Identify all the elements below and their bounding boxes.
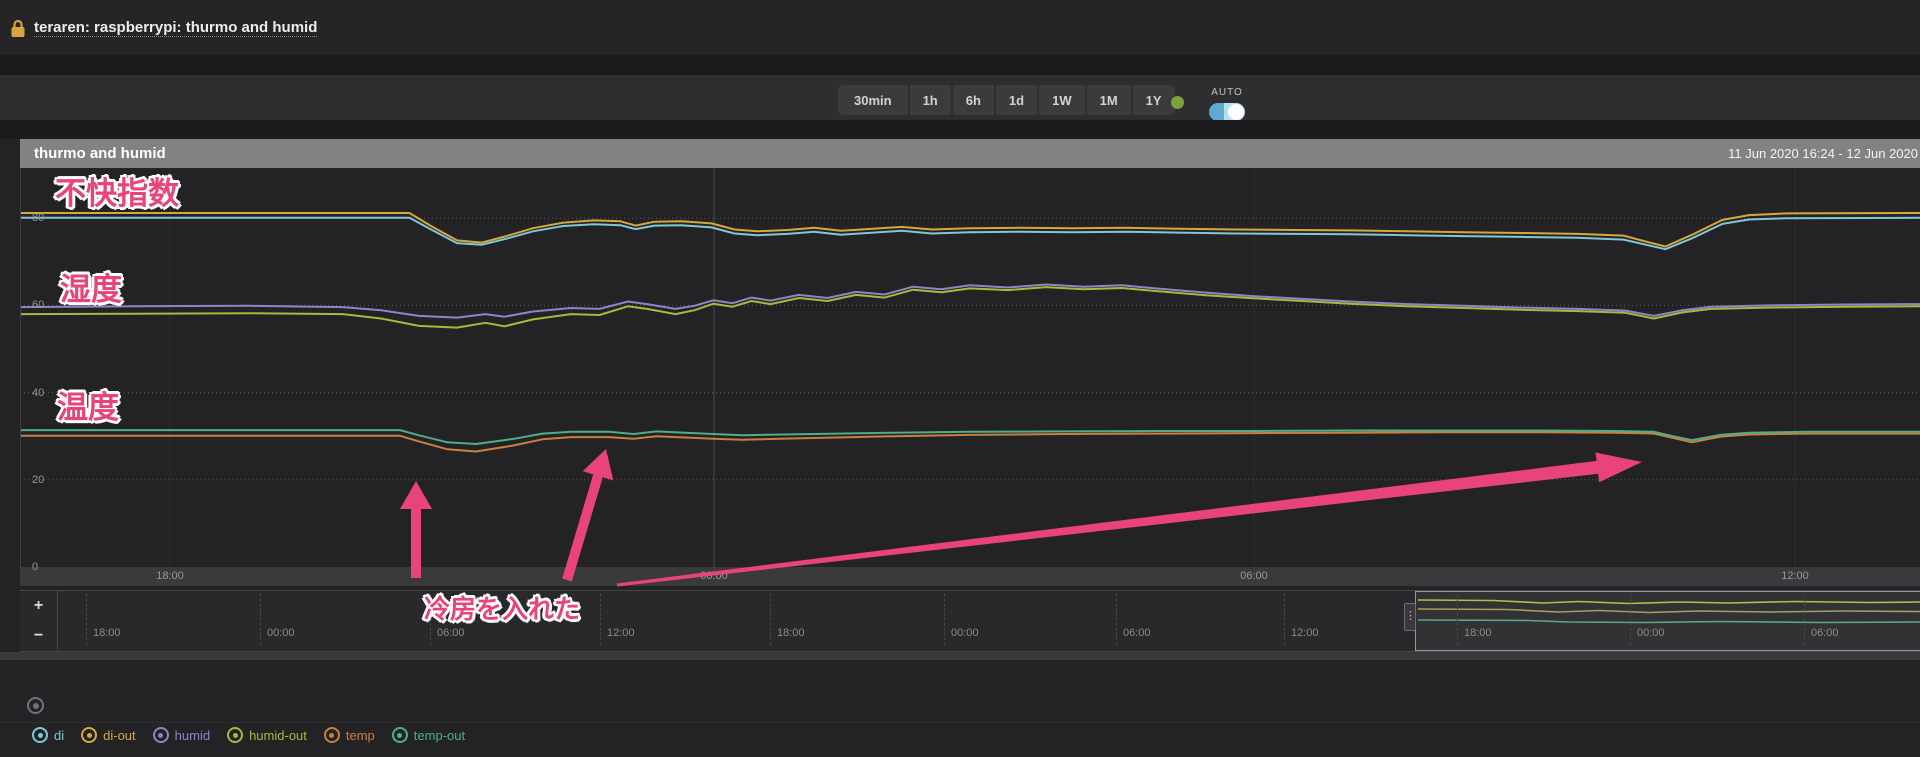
timeline-navigator[interactable]: + − ⋮ 18:00 00:00 06:00 12:00 18:00 00:00 06:0… bbox=[20, 590, 1920, 652]
navigator-tick-label: 18:00 bbox=[93, 627, 121, 639]
legend-divider bbox=[0, 722, 1920, 723]
plot-left-edge bbox=[20, 168, 21, 568]
temp-ring-icon bbox=[323, 727, 340, 743]
legend-item-di-out[interactable]: di-out bbox=[81, 727, 136, 743]
di-out-ring-icon bbox=[81, 727, 98, 743]
legend-item-humid-out[interactable]: humid-out bbox=[227, 727, 307, 743]
navigator-tick-label: 00:00 bbox=[1637, 627, 1665, 639]
legend-item-temp-out[interactable]: temp-out bbox=[391, 727, 466, 743]
temp-out-ring-icon bbox=[391, 727, 408, 743]
range-button-30min[interactable]: 30min bbox=[838, 85, 908, 115]
navigator-tick bbox=[1116, 594, 1117, 645]
navigator-tick bbox=[1804, 594, 1805, 645]
y-tick-label: 20 bbox=[32, 473, 45, 486]
x-tick-label: 06:00 bbox=[1240, 570, 1268, 582]
x-tick-label: 12:00 bbox=[1781, 570, 1809, 582]
time-range-group: 30min 1h 6h 1d 1W 1M 1Y bbox=[838, 85, 1175, 115]
y-tick-label: 80 bbox=[32, 212, 45, 225]
navigator-tick-label: 12:00 bbox=[607, 627, 635, 639]
range-button-1y[interactable]: 1Y bbox=[1132, 85, 1175, 115]
navigator-tick bbox=[86, 594, 87, 645]
target-icon[interactable] bbox=[27, 697, 44, 714]
navigator-mini-chart bbox=[1418, 599, 1920, 624]
auto-refresh-control: AUTO bbox=[1205, 87, 1249, 121]
selection-drag-handle[interactable]: ⋮ bbox=[1404, 603, 1416, 631]
legend-label: humid-out bbox=[249, 727, 307, 743]
humid-out-ring-icon bbox=[227, 727, 244, 743]
navigator-tick-label: 00:00 bbox=[267, 627, 295, 639]
legend: di di-out humid humid-out temp temp-out bbox=[32, 727, 465, 743]
auto-label: AUTO bbox=[1211, 87, 1243, 98]
navigator-tick-label: 06:00 bbox=[437, 627, 465, 639]
top-bar: teraren: raspberrypi: thurmo and humid bbox=[0, 0, 1920, 55]
range-button-1d[interactable]: 1d bbox=[995, 85, 1038, 115]
navigator-tick-label: 18:00 bbox=[777, 627, 805, 639]
zoom-controls: + − bbox=[20, 591, 58, 651]
chart-date-range: 11 Jun 2020 16:24 - 12 Jun 2020 bbox=[1728, 146, 1918, 161]
legend-item-humid[interactable]: humid bbox=[152, 727, 211, 743]
navigator-tick bbox=[1630, 594, 1631, 645]
humid-ring-icon bbox=[152, 727, 169, 743]
toggle-knob bbox=[1228, 104, 1244, 120]
status-dot bbox=[1171, 96, 1184, 109]
navigator-tick bbox=[1284, 594, 1285, 645]
navigator-tick bbox=[1457, 594, 1458, 645]
legend-label: di bbox=[54, 727, 65, 743]
page-title-link[interactable]: teraren: raspberrypi: thurmo and humid bbox=[34, 19, 318, 36]
navigator-tick bbox=[944, 594, 945, 645]
y-tick-label: 60 bbox=[32, 299, 45, 312]
legend-label: di-out bbox=[103, 727, 136, 743]
chart-series-svg bbox=[20, 168, 1920, 567]
navigator-tick-label: 00:00 bbox=[951, 627, 979, 639]
toolbar: 30min 1h 6h 1d 1W 1M 1Y AUTO bbox=[0, 75, 1920, 121]
navigator-tick bbox=[600, 594, 601, 645]
legend-label: humid bbox=[174, 727, 211, 743]
x-tick-label: 18:00 bbox=[156, 570, 184, 582]
navigator-tick-label: 06:00 bbox=[1123, 627, 1151, 639]
range-button-1h[interactable]: 1h bbox=[909, 85, 951, 115]
legend-item-temp[interactable]: temp bbox=[323, 727, 375, 743]
navigator-tick bbox=[260, 594, 261, 645]
navigator-tick bbox=[770, 594, 771, 645]
legend-item-di[interactable]: di bbox=[32, 727, 64, 743]
y-tick-label: 0 bbox=[32, 561, 39, 573]
navigator-tick-label: 18:00 bbox=[1464, 627, 1492, 639]
range-button-6h[interactable]: 6h bbox=[952, 85, 994, 115]
zoom-in-button[interactable]: + bbox=[33, 597, 44, 614]
auto-toggle[interactable] bbox=[1209, 103, 1245, 121]
navigator-bottom-strip bbox=[0, 652, 1920, 660]
divider-strip-bottom bbox=[0, 120, 1920, 139]
legend-label: temp-out bbox=[413, 727, 466, 743]
zoom-out-button[interactable]: − bbox=[33, 627, 44, 644]
chart-title: thurmo and humid bbox=[34, 145, 166, 162]
y-tick-label: 40 bbox=[32, 386, 45, 399]
x-tick-label: 00:00 bbox=[700, 570, 728, 582]
chart-panel-header: thurmo and humid 11 Jun 2020 16:24 - 12 … bbox=[20, 139, 1920, 168]
lock-icon bbox=[10, 19, 26, 43]
divider-strip-top bbox=[0, 55, 1920, 75]
di-ring-icon bbox=[32, 727, 48, 743]
navigator-tick-label: 12:00 bbox=[1291, 627, 1319, 639]
range-button-1w[interactable]: 1W bbox=[1039, 85, 1085, 115]
navigator-tick-label: 06:00 bbox=[1811, 627, 1839, 639]
x-axis-band: 18:00 00:00 06:00 12:00 bbox=[20, 567, 1920, 586]
navigator-tick bbox=[430, 594, 431, 645]
chart-plot[interactable]: 18:00 00:00 06:00 12:00 80 60 40 20 0 bbox=[20, 168, 1920, 590]
range-button-1m[interactable]: 1M bbox=[1086, 85, 1131, 115]
legend-label: temp bbox=[345, 727, 375, 743]
